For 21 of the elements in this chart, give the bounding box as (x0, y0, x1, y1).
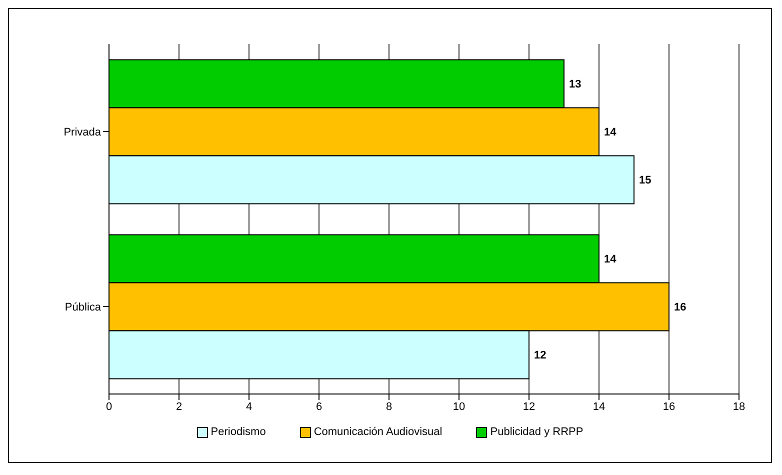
data-label: 12 (534, 350, 546, 362)
x-tick-label: 10 (452, 400, 466, 413)
x-tick-label: 14 (592, 400, 606, 413)
x-tick-label: 0 (106, 400, 112, 413)
legend-label: Periodismo (210, 426, 266, 438)
data-label: 15 (639, 174, 652, 187)
x-tick-label: 4 (246, 400, 252, 413)
legend-label: Publicidad y RRPP (490, 426, 584, 438)
y-tick-label: Pública (64, 301, 102, 314)
x-tick-label: 12 (522, 400, 536, 413)
data-label: 16 (674, 302, 686, 314)
x-tick-label: 2 (176, 400, 182, 413)
y-tick-label: Privada (64, 126, 102, 138)
data-label: 13 (569, 78, 582, 91)
x-tick-label: 16 (662, 400, 676, 413)
x-tick-label: 8 (386, 400, 392, 413)
data-label: 14 (604, 126, 618, 139)
data-label: 14 (604, 254, 618, 266)
legend-label: Comunicación Audiovisual (314, 426, 442, 438)
x-tick-label: 18 (732, 400, 746, 413)
x-tick-label: 6 (316, 400, 322, 413)
